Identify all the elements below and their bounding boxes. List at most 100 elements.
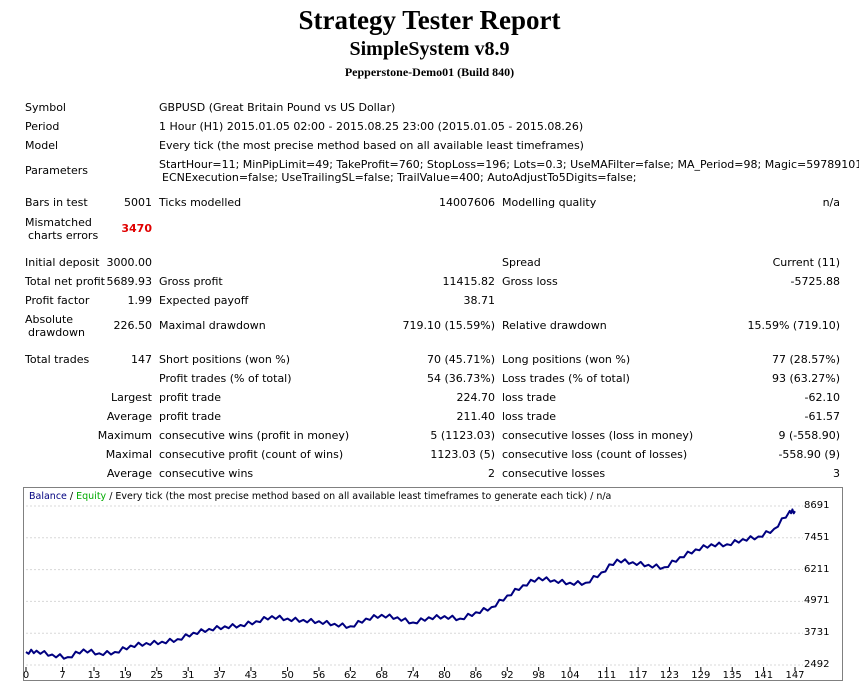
x-tick-label: 98 (532, 670, 546, 681)
chart-frame (23, 487, 843, 681)
x-tick-label: 0 (22, 670, 30, 681)
quality-label: Modelling quality (502, 196, 597, 209)
x-tick-label: 104 (560, 670, 580, 681)
loss-trades-label: Loss trades (% of total) (502, 372, 630, 385)
x-tick-label: 25 (150, 670, 164, 681)
expected-payoff-value: 38.71 (463, 294, 496, 307)
legend-equity: Equity (76, 491, 106, 502)
avg-consecutive-wins-label: consecutive wins (159, 467, 254, 480)
legend-rest: / Every tick (the most precise method ba… (106, 491, 611, 502)
spread-label: Spread (502, 256, 541, 269)
y-tick-label: 4971 (804, 595, 830, 607)
spread-value: Current (11) (772, 256, 840, 269)
x-tick-label: 74 (406, 670, 420, 681)
model-value: Every tick (the most precise method base… (159, 139, 584, 152)
maximal-consecutive-profit-value: 1123.03 (5) (430, 448, 495, 461)
x-tick-label: 80 (438, 670, 451, 681)
short-positions-value: 70 (45.71%) (426, 353, 495, 366)
total-trades-label: Total trades (25, 353, 90, 366)
balance-chart: Balance / Equity / Every tick (the most … (23, 487, 843, 681)
long-positions-value: 77 (28.57%) (771, 353, 840, 366)
absolute-drawdown-label-1: Absolute (25, 313, 74, 326)
x-tick-label: 135 (722, 670, 742, 681)
x-tick-label: 56 (312, 670, 326, 681)
avg-consecutive-losses-label: consecutive losses (502, 467, 606, 480)
x-tick-label: 31 (181, 670, 195, 681)
maximal-consecutive-loss-value: -558.90 (9) (778, 448, 840, 461)
net-profit-value: 5689.93 (106, 275, 153, 288)
mismatch-value: 3470 (121, 222, 152, 235)
bars-label: Bars in test (25, 196, 88, 209)
x-tick-label: 7 (59, 670, 66, 681)
absolute-drawdown-label-2: drawdown (28, 326, 85, 339)
loss-trades-value: 93 (63.27%) (771, 372, 840, 385)
legend-sep: / (67, 491, 76, 502)
report-title: Strategy Tester Report (298, 5, 561, 35)
y-tick-label: 8691 (804, 500, 830, 511)
profit-trades-value: 54 (36.73%) (426, 372, 495, 385)
chart-grid (25, 505, 803, 671)
relative-drawdown-label: Relative drawdown (502, 319, 607, 332)
maximal-drawdown-label: Maximal drawdown (159, 319, 266, 332)
relative-drawdown-value: 15.59% (719.10) (747, 319, 840, 332)
avg-consecutive-wins-value: 2 (488, 467, 495, 480)
average-profit-label: profit trade (159, 410, 222, 423)
x-tick-label: 117 (628, 670, 648, 681)
maximum-label: Maximum (97, 429, 152, 442)
average-loss-value: -61.57 (804, 410, 840, 423)
maximal-consecutive-loss-label: consecutive loss (count of losses) (502, 448, 688, 461)
profit-factor-value: 1.99 (127, 294, 153, 307)
y-tick-label: 2492 (804, 659, 830, 670)
profit-trades-label: Profit trades (% of total) (159, 372, 292, 385)
x-axis: 0 7 13 19 25 31 37 43 50 56 62 68 74 80 86 92 98 104 111 11… (22, 670, 805, 684)
maximal-drawdown-value: 719.10 (15.59%) (402, 319, 495, 332)
x-tick-label: 43 (244, 670, 258, 681)
model-label: Model (25, 139, 59, 152)
period-value: 1 Hour (H1) 2015.01.05 02:00 - 2015.08.2… (159, 120, 584, 133)
gross-loss-label: Gross loss (502, 275, 558, 288)
x-tick-label: 129 (691, 670, 711, 681)
largest-profit-value: 224.70 (456, 391, 496, 404)
x-tick-label: 86 (469, 670, 483, 681)
legend-balance: Balance (29, 491, 67, 502)
maximal-consecutive-profit-label: consecutive profit (count of wins) (159, 448, 344, 461)
total-trades-value: 147 (131, 353, 152, 366)
period-label: Period (25, 120, 60, 133)
x-tick-label: 123 (659, 670, 679, 681)
parameters-line1: StartHour=11; MinPipLimit=49; TakeProfit… (159, 158, 859, 171)
x-tick-label: 37 (213, 670, 226, 681)
largest-label: Largest (111, 391, 152, 404)
bars-value: 5001 (124, 196, 152, 209)
gross-profit-label: Gross profit (159, 275, 223, 288)
net-profit-label: Total net profit (25, 275, 105, 288)
gross-loss-value: -5725.88 (790, 275, 840, 288)
x-tick-label: 62 (343, 670, 357, 681)
symbol-value: GBPUSD (Great Britain Pound vs US Dollar… (159, 101, 396, 114)
x-tick-label: 13 (87, 670, 101, 681)
mismatch-label-1: Mismatched (25, 216, 92, 229)
x-tick-label: 92 (500, 670, 514, 681)
broker-build: Pepperstone-Demo01 (Build 840) (344, 65, 515, 79)
largest-loss-label: loss trade (502, 391, 557, 404)
short-positions-label: Short positions (won %) (159, 353, 291, 366)
y-tick-label: 6211 (804, 563, 830, 575)
largest-profit-label: profit trade (159, 391, 222, 404)
parameters-label: Parameters (25, 164, 88, 177)
max-consecutive-losses-label: consecutive losses (loss in money) (502, 429, 694, 442)
avg-consecutive-losses-value: 3 (833, 467, 840, 480)
chart-legend: Balance / Equity / Every tick (the most … (29, 491, 611, 502)
mismatch-label-2: charts errors (28, 229, 99, 242)
max-consecutive-wins-value: 5 (1123.03) (430, 429, 495, 442)
profit-factor-label: Profit factor (25, 294, 90, 307)
ticks-value: 14007606 (439, 196, 495, 209)
y-tick-label: 7451 (804, 531, 830, 543)
maximal-label: Maximal (105, 448, 152, 461)
quality-value: n/a (822, 196, 840, 209)
x-tick-label: 19 (119, 670, 132, 681)
largest-loss-value: -62.10 (804, 391, 840, 404)
y-tick-label: 3731 (804, 627, 830, 639)
average-label: Average (106, 410, 152, 423)
expert-name: SimpleSystem v8.9 (349, 38, 510, 60)
deposit-label: Initial deposit (25, 256, 100, 269)
symbol-label: Symbol (25, 101, 66, 114)
